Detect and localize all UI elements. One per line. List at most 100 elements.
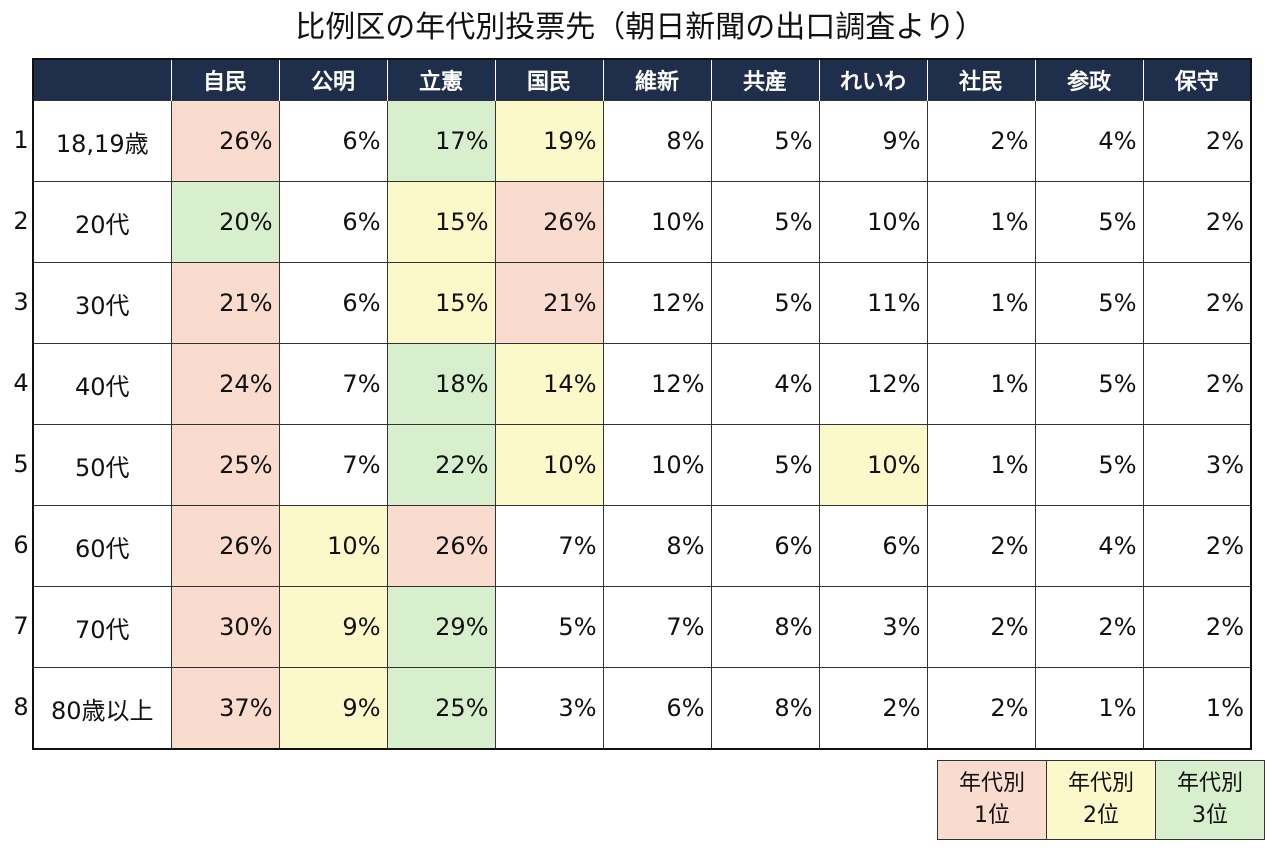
vote-share-cell: 1%: [926, 343, 1036, 425]
vote-share-cell: 8%: [710, 586, 820, 668]
vote-share-cell: 15%: [386, 262, 496, 344]
vote-share-cell: 2%: [1142, 181, 1252, 263]
vote-share-cell: 5%: [1034, 262, 1144, 344]
vote-share-cell: 9%: [278, 667, 388, 750]
row-number: 3: [13, 288, 29, 316]
vote-share-cell: 1%: [926, 262, 1036, 344]
vote-share-cell: 1%: [1142, 667, 1252, 750]
row-number: 8: [13, 693, 29, 721]
legend-item: 年代別 1位: [937, 760, 1047, 840]
vote-share-cell: 29%: [386, 586, 496, 668]
age-group-label: 30代: [32, 262, 172, 344]
legend-item: 年代別 2位: [1046, 760, 1156, 840]
column-header: 維新: [602, 59, 711, 101]
vote-share-cell: 26%: [494, 181, 604, 263]
table-row: 18,19歳 26% 6% 17% 19% 8% 5% 9% 2% 4% 2%: [32, 100, 1252, 182]
column-header: 社民: [926, 59, 1035, 101]
vote-share-cell: 4%: [1034, 505, 1144, 587]
table-row: 60代 26% 10% 26% 7% 8% 6% 6% 2% 4% 2%: [32, 505, 1252, 587]
vote-share-cell: 12%: [602, 262, 712, 344]
vote-share-cell: 21%: [170, 262, 280, 344]
row-number: 5: [13, 450, 29, 478]
vote-share-cell: 8%: [602, 505, 712, 587]
vote-share-cell: 5%: [1034, 181, 1144, 263]
vote-share-cell: 2%: [1142, 262, 1252, 344]
vote-share-cell: 15%: [386, 181, 496, 263]
vote-share-cell: 7%: [278, 343, 388, 425]
vote-share-cell: 2%: [926, 667, 1036, 750]
vote-share-cell: 5%: [1034, 343, 1144, 425]
vote-share-cell: 12%: [818, 343, 928, 425]
age-group-label: 20代: [32, 181, 172, 263]
vote-share-cell: 37%: [170, 667, 280, 750]
vote-share-cell: 5%: [1034, 424, 1144, 506]
vote-share-cell: 6%: [818, 505, 928, 587]
rank-legend: 年代別 1位 年代別 2位 年代別 3位: [937, 760, 1265, 840]
table-row: 20代 20% 6% 15% 26% 10% 5% 10% 1% 5% 2%: [32, 181, 1252, 263]
vote-share-cell: 6%: [710, 505, 820, 587]
legend-rank: 2位: [1083, 803, 1119, 828]
age-group-label: 18,19歳: [32, 100, 172, 182]
vote-share-cell: 2%: [926, 100, 1036, 182]
vote-share-cell: 7%: [602, 586, 712, 668]
vote-share-cell: 3%: [1142, 424, 1252, 506]
vote-share-cell: 5%: [494, 586, 604, 668]
age-group-label: 50代: [32, 424, 172, 506]
table-row: 70代 30% 9% 29% 5% 7% 8% 3% 2% 2% 2%: [32, 586, 1252, 668]
row-number: 1: [13, 126, 29, 154]
vote-share-cell: 30%: [170, 586, 280, 668]
vote-share-cell: 26%: [170, 100, 280, 182]
vote-share-cell: 6%: [602, 667, 712, 750]
vote-share-cell: 25%: [386, 667, 496, 750]
vote-share-cell: 21%: [494, 262, 604, 344]
vote-share-cell: 2%: [926, 586, 1036, 668]
header-row: 自民 公明 立憲 国民 維新 共産 れいわ 社民 参政 保守: [33, 59, 1251, 101]
vote-share-cell: 8%: [602, 100, 712, 182]
vote-share-cell: 17%: [386, 100, 496, 182]
column-header: 保守: [1142, 59, 1251, 101]
vote-share-cell: 3%: [494, 667, 604, 750]
vote-share-cell: 10%: [602, 424, 712, 506]
age-group-label: 80歳以上: [32, 667, 172, 750]
column-header: れいわ: [818, 59, 927, 101]
vote-share-cell: 5%: [710, 100, 820, 182]
vote-share-cell: 4%: [1034, 100, 1144, 182]
vote-share-cell: 6%: [278, 181, 388, 263]
vote-share-cell: 1%: [926, 181, 1036, 263]
age-group-label: 70代: [32, 586, 172, 668]
vote-share-cell: 26%: [386, 505, 496, 587]
vote-share-cell: 2%: [818, 667, 928, 750]
age-group-label: 40代: [32, 343, 172, 425]
table-row: 80歳以上 37% 9% 25% 3% 6% 8% 2% 2% 1% 1%: [32, 667, 1252, 750]
vote-share-cell: 1%: [1034, 667, 1144, 750]
legend-item: 年代別 3位: [1155, 760, 1265, 840]
vote-share-cell: 25%: [170, 424, 280, 506]
vote-share-cell: 4%: [710, 343, 820, 425]
vote-share-cell: 9%: [818, 100, 928, 182]
vote-share-cell: 7%: [494, 505, 604, 587]
header-corner: [33, 59, 171, 101]
vote-share-cell: 5%: [710, 181, 820, 263]
legend-label: 年代別: [1067, 771, 1134, 796]
vote-share-cell: 1%: [926, 424, 1036, 506]
legend-label: 年代別: [958, 771, 1025, 796]
vote-share-cell: 2%: [1142, 505, 1252, 587]
vote-share-cell: 24%: [170, 343, 280, 425]
vote-share-cell: 26%: [170, 505, 280, 587]
vote-share-cell: 2%: [926, 505, 1036, 587]
table-row: 50代 25% 7% 22% 10% 10% 5% 10% 1% 5% 3%: [32, 424, 1252, 506]
vote-share-cell: 12%: [602, 343, 712, 425]
vote-share-cell: 10%: [278, 505, 388, 587]
vote-share-cell: 9%: [278, 586, 388, 668]
vote-share-cell: 2%: [1142, 586, 1252, 668]
vote-share-cell: 10%: [818, 424, 928, 506]
vote-share-cell: 6%: [278, 262, 388, 344]
vote-share-cell: 18%: [386, 343, 496, 425]
column-header: 国民: [494, 59, 603, 101]
vote-share-cell: 6%: [278, 100, 388, 182]
vote-share-cell: 22%: [386, 424, 496, 506]
column-header: 公明: [278, 59, 387, 101]
row-number: 7: [13, 612, 29, 640]
column-header: 自民: [170, 59, 279, 101]
legend-label: 年代別: [1176, 771, 1243, 796]
